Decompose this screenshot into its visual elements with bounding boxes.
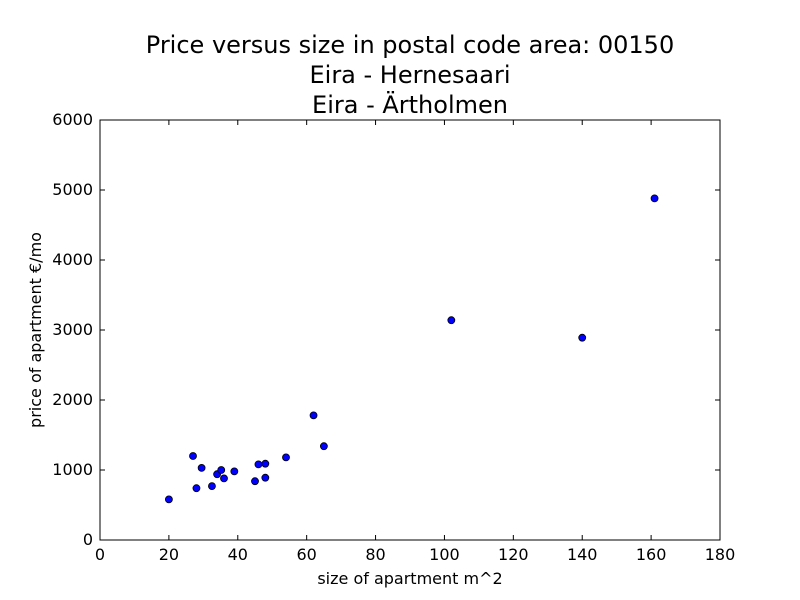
x-tick-label: 160 (636, 545, 667, 564)
x-axis-label: size of apartment m^2 (317, 569, 502, 588)
plot-area-frame (99, 119, 721, 541)
data-point (650, 194, 659, 203)
x-tick-label: 60 (296, 545, 316, 564)
x-tick-label: 0 (95, 545, 105, 564)
x-tick-label: 100 (429, 545, 460, 564)
x-tick-label: 40 (228, 545, 248, 564)
x-tick-label: 20 (159, 545, 179, 564)
y-tick-label: 4000 (52, 250, 93, 269)
y-tick-label: 3000 (52, 320, 93, 339)
data-point (578, 333, 587, 342)
data-point (189, 452, 197, 460)
y-tick-label: 2000 (52, 390, 93, 409)
data-point (251, 477, 259, 486)
data-points (164, 194, 659, 504)
chart-title-line-2: Eira - Hernesaari (309, 61, 510, 89)
data-point (309, 411, 318, 420)
chart-title-line-1: Price versus size in postal code area: 0… (146, 31, 674, 59)
y-tick-label: 0 (83, 530, 93, 549)
data-point (220, 474, 228, 483)
axis-tick-labels: 0 20 40 60 80 100 120 140 160 180 0 1000 2000 3000 400… (52, 110, 735, 564)
data-point (208, 482, 216, 491)
data-point (254, 460, 263, 469)
y-tick-label: 5000 (52, 180, 93, 199)
y-tick-label: 1000 (52, 460, 93, 479)
data-point (282, 453, 290, 462)
data-point (447, 316, 456, 325)
y-axis-label: price of apartment €/mo (26, 232, 45, 428)
axis-ticks (99, 119, 721, 541)
chart-title: Price versus size in postal code area: 0… (146, 31, 674, 119)
data-point (319, 442, 328, 451)
data-point (164, 495, 173, 504)
data-point (197, 463, 206, 472)
chart-title-line-3: Eira - Ärtholmen (312, 90, 508, 119)
x-tick-label: 180 (705, 545, 736, 564)
data-point (261, 459, 270, 468)
x-tick-label: 120 (498, 545, 529, 564)
data-point (192, 484, 201, 493)
x-tick-label: 140 (567, 545, 598, 564)
data-point (230, 467, 239, 476)
data-point (217, 466, 226, 474)
data-point (261, 473, 270, 482)
x-tick-label: 80 (365, 545, 385, 564)
y-tick-label: 6000 (52, 110, 93, 129)
